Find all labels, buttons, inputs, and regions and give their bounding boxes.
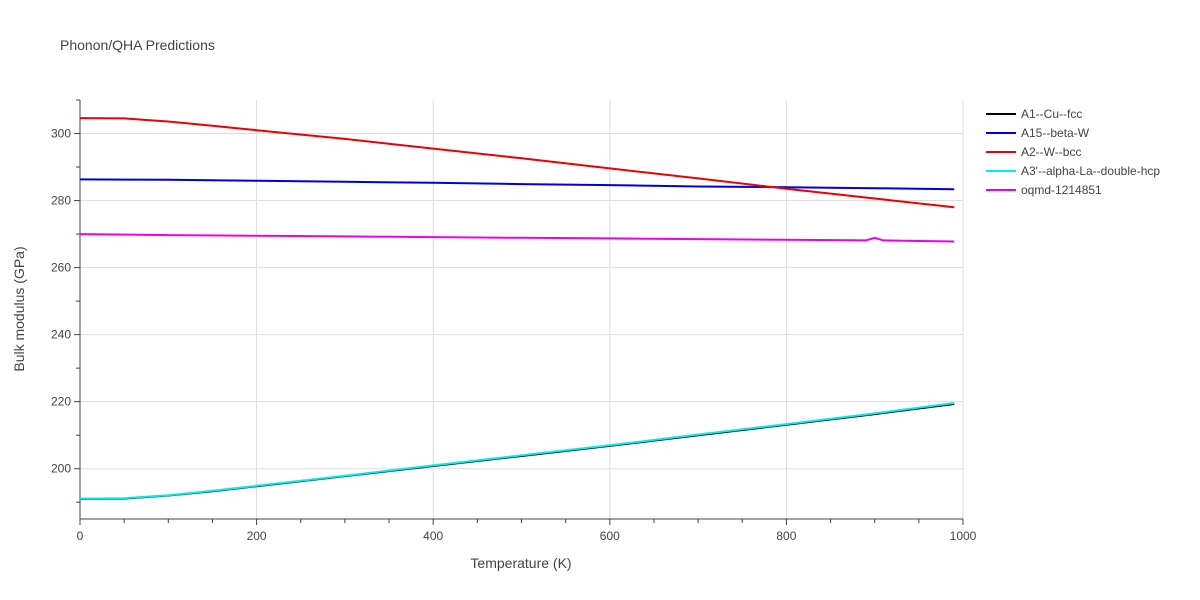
y-tick-label: 260 [51, 261, 71, 275]
x-axis-label: Temperature (K) [470, 555, 571, 571]
series-line-4 [79, 233, 955, 243]
x-tick-label: 600 [600, 529, 620, 543]
x-tick-label: 200 [247, 529, 267, 543]
series-line-1 [79, 178, 955, 191]
y-tick-label: 220 [51, 395, 71, 409]
grid [80, 100, 964, 519]
y-axis-label: Bulk modulus (GPa) [11, 246, 27, 371]
legend-label-0: A1--Cu--fcc [1021, 107, 1082, 121]
series-lines [79, 117, 955, 500]
chart-title: Phonon/QHA Predictions [60, 37, 215, 53]
x-tick-label: 1000 [950, 529, 977, 543]
series-line-3 [79, 402, 955, 500]
x-tick-label: 400 [423, 529, 443, 543]
x-tick-label: 800 [776, 529, 796, 543]
y-tick-label: 200 [51, 462, 71, 476]
y-tick-label: 240 [51, 328, 71, 342]
legend-label-3: A3'--alpha-La--double-hcp [1021, 164, 1160, 178]
legend-label-4: oqmd-1214851 [1021, 183, 1102, 197]
series-line-0 [79, 403, 955, 500]
x-tick-label: 0 [77, 529, 84, 543]
legend-label-2: A2--W--bcc [1021, 145, 1081, 159]
axes: 0 200 400 600 800 1000 200 220 240 260 280 300 [51, 99, 977, 543]
series-line-2 [79, 117, 955, 209]
y-tick-label: 280 [51, 194, 71, 208]
legend-label-1: A15--beta-W [1021, 126, 1090, 140]
legend: A1--Cu--fcc A15--beta-W A2--W--bcc A3'--alp… [986, 107, 1160, 197]
y-tick-label: 300 [51, 127, 71, 141]
